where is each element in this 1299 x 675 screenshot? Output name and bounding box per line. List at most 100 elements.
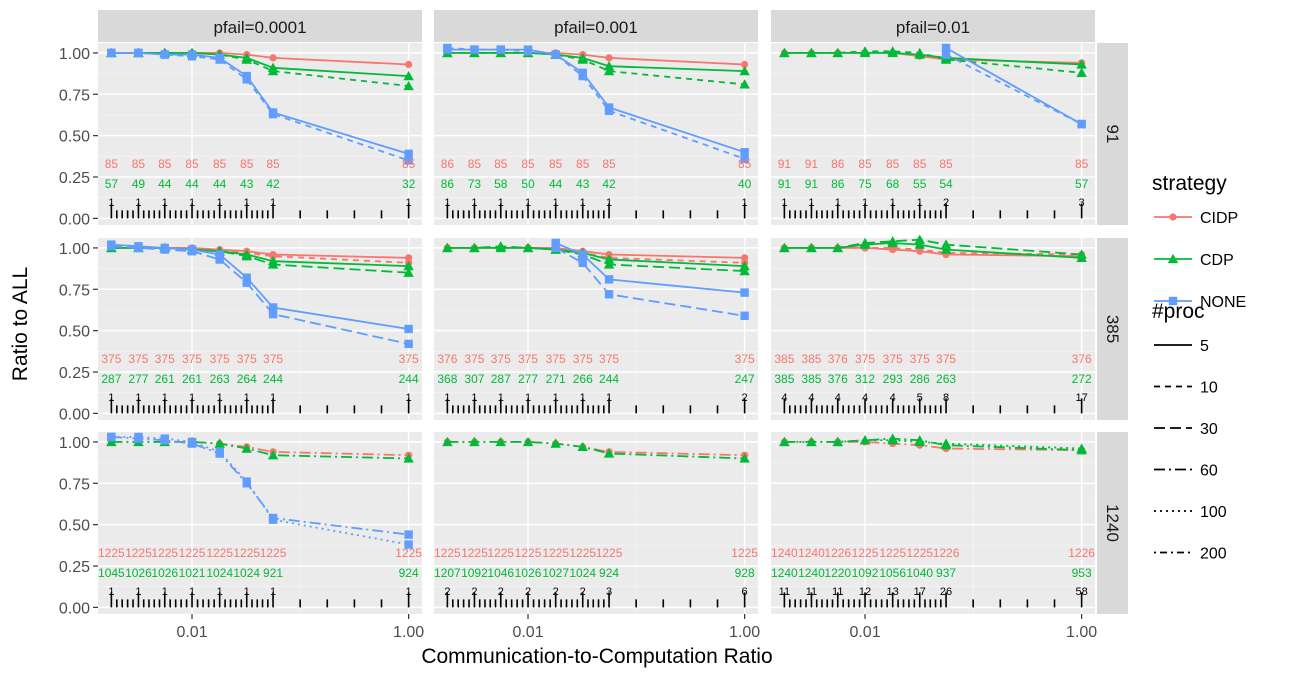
- count-label-cdp: 937: [936, 566, 956, 580]
- count-label-cdp: 1024: [233, 566, 260, 580]
- series-none-point: [578, 258, 587, 268]
- count-label-procs: 1: [606, 197, 612, 209]
- count-label-cidp: 1225: [179, 546, 206, 560]
- series-cdp-point: [859, 237, 871, 248]
- count-label-cdp: 86: [831, 177, 845, 191]
- series-line: [111, 52, 409, 155]
- y-tick-label: 0.00: [59, 600, 90, 617]
- count-label-procs: 1: [444, 392, 450, 404]
- series-none-point: [740, 311, 749, 320]
- y-tick-label: 0.50: [59, 518, 90, 535]
- series-cdp-point: [442, 242, 453, 253]
- x-tick-label: 1.00: [1066, 624, 1097, 641]
- legend-label-proc-10: 10: [1200, 380, 1218, 397]
- count-label-cidp: 85: [213, 157, 227, 171]
- series-cdp-proc-100: [779, 435, 1087, 453]
- series-none-point: [941, 43, 951, 53]
- count-label-procs: 1: [135, 392, 141, 404]
- count-label-procs: 3: [606, 586, 612, 598]
- count-label-cidp: 1225: [731, 546, 758, 560]
- series-line: [111, 436, 409, 536]
- legend-label-proc-30: 30: [1200, 421, 1218, 438]
- count-label-procs: 1: [406, 586, 412, 598]
- series-none-point: [740, 154, 749, 164]
- x-tick-label: 0.01: [176, 624, 207, 641]
- series-cdp-point: [603, 254, 615, 264]
- count-label-cdp: 1021: [179, 566, 206, 580]
- series-none-point: [107, 48, 116, 58]
- series-line: [555, 242, 745, 294]
- count-label-cdp: 86: [441, 177, 455, 191]
- count-label-procs: 6: [742, 586, 748, 598]
- count-label-cdp: 43: [240, 177, 254, 191]
- count-label-cdp: 42: [602, 177, 616, 191]
- count-label-cidp: 375: [182, 352, 202, 366]
- count-label-cidp: 375: [735, 352, 755, 366]
- panel-r1-c1: 376 375 375 375 375 375 375 375 368 307 287 277 271 2…: [434, 238, 758, 420]
- count-label-cidp: 1225: [395, 546, 422, 560]
- count-label-cdp: 75: [858, 177, 872, 191]
- series-none-point: [160, 434, 169, 443]
- count-label-cdp: 1026: [151, 566, 178, 580]
- count-label-cidp: 85: [494, 157, 508, 171]
- count-label-procs: 1: [108, 392, 114, 404]
- count-label-cidp: 1225: [461, 546, 488, 560]
- series-none-point: [268, 515, 278, 524]
- series-none-point: [604, 290, 614, 299]
- y-tick-label: 0.75: [59, 87, 90, 104]
- count-label-procs: 58: [1075, 586, 1087, 598]
- series-cdp-point: [832, 436, 843, 447]
- y-tick-label: 0.00: [59, 211, 90, 228]
- count-label-procs: 1: [189, 586, 195, 598]
- y-tick-label: 0.75: [59, 282, 90, 299]
- series-none-point: [523, 47, 533, 56]
- count-label-cdp: 1024: [569, 566, 596, 580]
- legend-label-proc-100: 100: [1200, 504, 1227, 521]
- col-strip-label-1: pfail=0.001: [554, 18, 638, 37]
- count-label-cdp: 32: [402, 177, 416, 191]
- count-label-cdp: 263: [936, 372, 956, 386]
- y-tick-label: 1.00: [59, 46, 90, 63]
- count-label-procs: 1: [244, 392, 250, 404]
- count-label-procs: 1: [162, 586, 168, 598]
- series-none-point: [215, 447, 224, 457]
- count-label-cdp: 1092: [461, 566, 488, 580]
- series-line: [111, 246, 409, 264]
- count-label-procs: 1: [471, 392, 477, 404]
- col-strip-1: [434, 10, 758, 42]
- series-cdp-point: [603, 259, 615, 269]
- series-none-point: [604, 106, 614, 116]
- series-cdp-point: [739, 65, 750, 76]
- count-label-cdp: 1026: [125, 566, 152, 580]
- count-label-cdp: 271: [546, 372, 566, 386]
- count-label-cidp: 1225: [852, 546, 879, 560]
- series-cdp-point: [403, 80, 414, 91]
- count-label-cdp: 44: [158, 177, 172, 191]
- count-label-cidp: 1225: [569, 546, 596, 560]
- count-label-cdp: 44: [549, 177, 563, 191]
- count-label-procs: 1: [498, 392, 504, 404]
- series-none-point: [242, 75, 251, 84]
- legend: strategy CIDP CDP NONE#proc 5 10 30 60 100 200: [1152, 172, 1246, 563]
- count-label-procs: 1: [890, 197, 896, 209]
- series-none-proc-5: [551, 238, 749, 297]
- series-none-point: [134, 48, 143, 58]
- series-cdp-point: [739, 453, 750, 463]
- count-label-cdp: 1207: [434, 566, 461, 580]
- count-label-procs: 2: [742, 392, 748, 404]
- series-none-point: [496, 45, 505, 54]
- count-label-cdp: 49: [132, 177, 146, 191]
- series-none-point: [134, 432, 143, 442]
- series-line: [447, 48, 745, 154]
- count-label-procs: 26: [940, 586, 952, 598]
- count-label-cdp: 1240: [771, 566, 798, 580]
- series-none-point: [1077, 119, 1086, 129]
- series-line: [555, 247, 745, 317]
- count-label-procs: 1: [162, 392, 168, 404]
- count-label-cidp: 85: [468, 157, 482, 171]
- y-tick-label: 1.00: [59, 241, 90, 258]
- count-label-cidp: 1240: [771, 546, 798, 560]
- series-line: [447, 440, 745, 460]
- series-cdp-point: [779, 242, 790, 253]
- count-label-procs: 1: [406, 197, 412, 209]
